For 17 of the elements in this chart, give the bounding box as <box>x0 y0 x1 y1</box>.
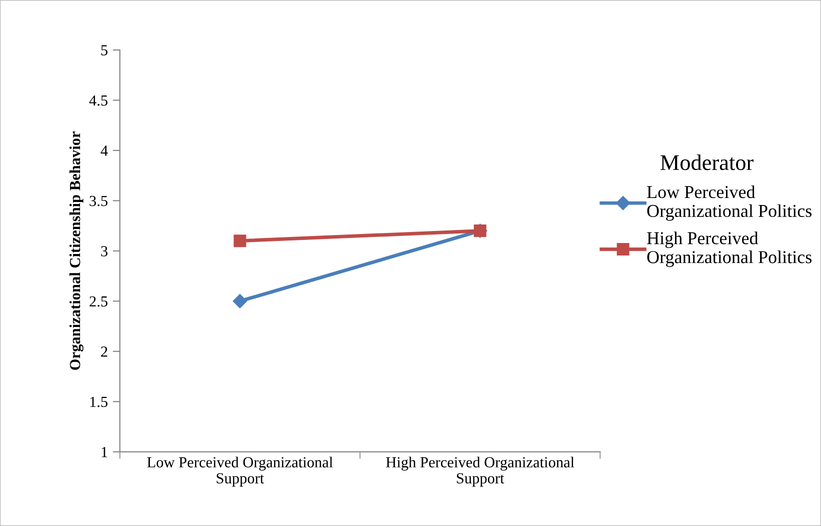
legend-label: High Perceived Organizational Politics <box>647 232 812 267</box>
x-tick-label: High Perceived Organizational Support <box>386 456 574 487</box>
y-tick-label: 1.5 <box>90 396 108 408</box>
legend-title: Moderator <box>660 154 754 170</box>
y-tick-label: 5 <box>101 45 108 56</box>
y-tick-label: 4.5 <box>89 95 108 106</box>
y-axis-title: Organizational Citizenship Behavior <box>69 132 84 370</box>
y-tick-label: 3.5 <box>90 196 108 206</box>
point <box>232 294 248 308</box>
legend-label: Low Perceived Organizational Politics <box>647 185 812 221</box>
y-tick-label: 1 <box>102 447 108 458</box>
y-tick-label: 2 <box>101 346 108 357</box>
x-tick-label: Low Perceived Organizational Support <box>147 456 333 487</box>
y-tick-label: 2.5 <box>90 296 108 307</box>
y-tick-label: 4 <box>100 146 108 156</box>
point <box>234 234 246 248</box>
y-tick-label: 3 <box>101 246 108 256</box>
